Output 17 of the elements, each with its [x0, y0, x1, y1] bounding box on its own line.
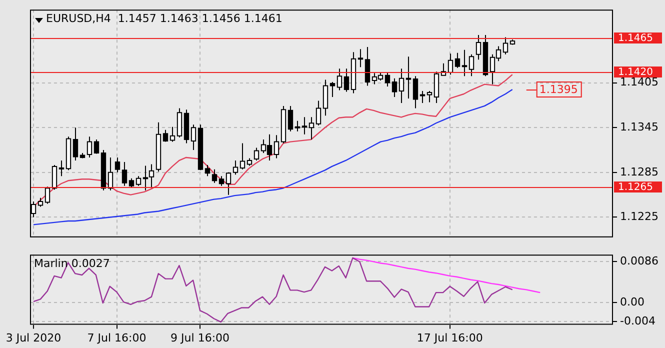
- ref-line-label: 1.1420: [618, 67, 653, 78]
- y-tick-label: 1.1285: [620, 165, 658, 178]
- x-tick-label: 3 Jul 2020: [6, 331, 62, 344]
- y-tick-label: -0.004: [620, 314, 656, 328]
- y-tick-label: 1.1345: [620, 120, 658, 134]
- ref-line-label: 1.1265: [618, 182, 653, 194]
- x-tick-label: 17 Jul 16:00: [416, 331, 483, 344]
- x-tick-label: 9 Jul 16:00: [170, 331, 230, 344]
- y-tick-label: 0.0086: [620, 254, 658, 268]
- chart-title: Marlin 0.0027: [34, 256, 110, 270]
- ref-line-label: 1.1465: [618, 33, 653, 44]
- y-tick-label: 1.1405: [620, 76, 658, 89]
- x-tick-label: 7 Jul 16:00: [87, 331, 146, 344]
- y-tick-label: 1.1225: [620, 210, 658, 224]
- annotation: 1.1395: [539, 82, 578, 96]
- y-tick-label: 0.00: [620, 295, 644, 308]
- chart-title: EURUSD,H4 1.1457 1.1463 1.1456 1.1461: [46, 12, 282, 25]
